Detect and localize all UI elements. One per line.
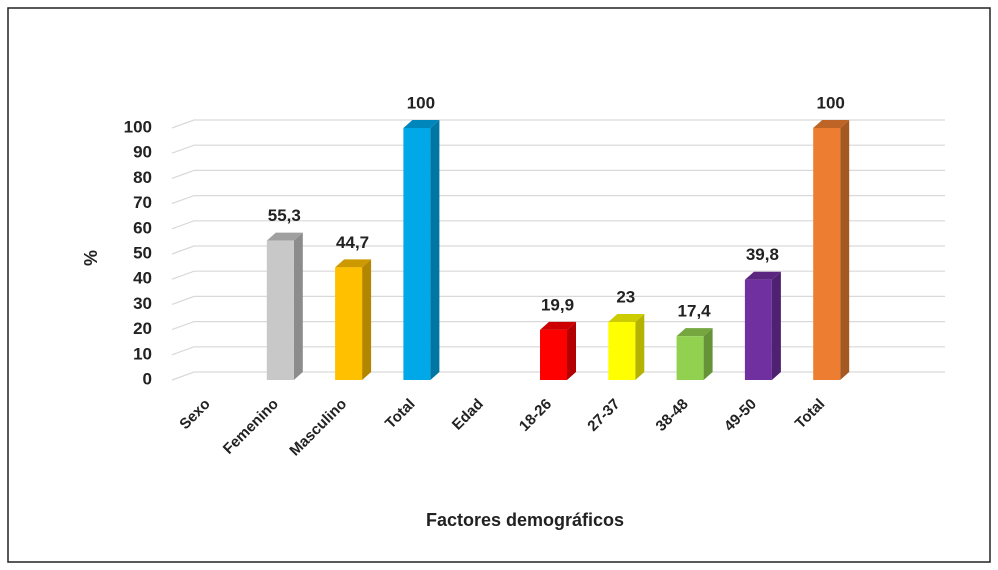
y-axis-title: % [81, 250, 101, 266]
y-tick-label: 70 [133, 193, 152, 212]
bar-top [608, 314, 645, 323]
value-label: 44,7 [336, 233, 369, 252]
grid-line [171, 321, 945, 331]
bar-front [608, 322, 636, 380]
y-tick-label: 0 [143, 369, 152, 388]
bar-top [266, 232, 303, 241]
grid-line [171, 169, 945, 179]
grid-line [171, 245, 945, 255]
bar-front [813, 128, 841, 380]
bar-top [540, 321, 576, 330]
y-tick-label: 30 [133, 294, 152, 313]
y-tick-label: 60 [133, 218, 152, 237]
bar-front [335, 267, 363, 380]
bar-side [703, 328, 713, 380]
x-axis-title: Factores demográficos [426, 510, 624, 530]
bar [540, 321, 576, 380]
grid-line [171, 220, 945, 230]
bar [608, 314, 645, 380]
grid-line [171, 195, 945, 205]
value-label: 100 [817, 93, 845, 112]
bar-front [744, 279, 772, 380]
bar-side [293, 232, 303, 380]
bar-top [813, 120, 850, 128]
bar-front [403, 128, 431, 380]
grid-line [171, 119, 945, 129]
bar [403, 120, 440, 380]
value-label: 39,8 [746, 245, 779, 264]
grid-line [171, 295, 945, 305]
value-label: 23 [616, 288, 635, 307]
bar-front [266, 240, 294, 380]
bar-side [567, 321, 576, 380]
value-label: 100 [407, 93, 435, 112]
y-tick-label: 10 [133, 344, 152, 363]
y-tick-label: 90 [133, 143, 152, 162]
bar [335, 259, 372, 380]
y-tick-label: 20 [133, 319, 152, 338]
grid-line [171, 270, 945, 280]
bar-top [744, 271, 781, 280]
y-tick-label: 40 [133, 269, 152, 288]
bar [676, 328, 713, 380]
value-label: 19,9 [541, 295, 574, 314]
value-label: 55,3 [268, 206, 301, 225]
bar-top [676, 328, 713, 337]
bar-front [676, 336, 704, 380]
value-label: 17,4 [678, 302, 712, 321]
y-tick-label: 50 [133, 243, 152, 262]
bar [266, 232, 303, 380]
bar-side [635, 314, 645, 380]
bar-side [840, 120, 850, 380]
bar-side [430, 120, 440, 380]
y-tick-label: 80 [133, 168, 152, 187]
bar-top [403, 120, 440, 128]
bar-side [362, 259, 372, 380]
y-tick-label: 100 [124, 117, 152, 136]
bar-top [335, 259, 372, 268]
bar [813, 120, 850, 380]
bar-front [540, 329, 567, 380]
bar [744, 271, 781, 380]
grid-line [171, 144, 945, 154]
bar-side [771, 271, 781, 380]
